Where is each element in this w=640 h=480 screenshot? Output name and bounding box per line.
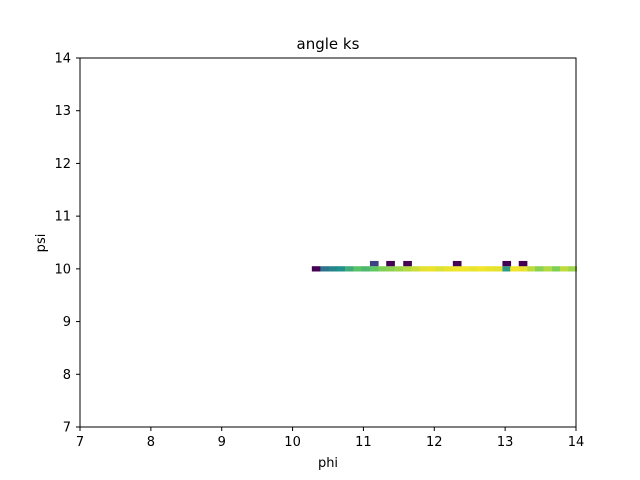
heatmap-cell — [369, 266, 379, 272]
y-tick-label: 10 — [54, 262, 71, 277]
heatmap-cell — [460, 266, 470, 272]
heatmap-cell — [403, 266, 412, 272]
heatmap-cell — [444, 266, 453, 272]
heatmap-cell — [320, 266, 329, 272]
y-axis-ticks: 7 8 9 10 11 12 13 14 — [54, 52, 80, 436]
chart-title: angle ks — [297, 35, 360, 53]
heatmap-cell — [386, 266, 395, 272]
y-tick-label: 11 — [54, 210, 71, 225]
heatmap-cell — [452, 266, 462, 272]
heatmap-cell — [386, 260, 395, 267]
y-axis-label: psi — [34, 234, 49, 253]
y-tick-label: 13 — [54, 104, 71, 119]
heatmap-cell — [452, 260, 462, 267]
heatmap-cell — [345, 266, 354, 272]
heatmap-cell — [552, 266, 561, 272]
x-tick-label: 14 — [568, 435, 585, 450]
heatmap-cell — [518, 260, 528, 267]
heatmap-cell — [419, 266, 429, 272]
x-tick-label: 12 — [426, 435, 443, 450]
heatmap-cell — [527, 266, 536, 272]
x-tick-label: 8 — [147, 435, 155, 450]
heatmap-cell — [502, 260, 512, 267]
heatmap-cell — [369, 260, 379, 267]
heatmap-cell — [361, 266, 371, 272]
heatmap-cell — [559, 266, 569, 272]
heatmap-cell — [543, 266, 553, 272]
heatmap-cell — [311, 266, 321, 272]
heatmap-cell — [411, 266, 420, 272]
heatmap-cells — [311, 260, 577, 272]
y-tick-label: 14 — [54, 52, 71, 67]
heatmap-cell — [378, 266, 388, 272]
heatmap-cell — [469, 266, 478, 272]
x-tick-label: 11 — [355, 435, 372, 450]
heatmap-cell — [394, 266, 404, 272]
heatmap-cell — [518, 266, 528, 272]
x-tick-label: 13 — [497, 435, 514, 450]
y-tick-label: 7 — [63, 421, 71, 436]
x-tick-label: 9 — [218, 435, 226, 450]
y-tick-label: 8 — [63, 368, 71, 383]
heatmap-cell — [353, 266, 363, 272]
y-tick-label: 12 — [54, 157, 71, 172]
heatmap-cell — [510, 266, 519, 272]
heatmap-cell — [535, 266, 544, 272]
x-axis-label: phi — [318, 456, 338, 471]
heatmap-cell — [502, 266, 512, 272]
heatmap-cell — [493, 266, 503, 272]
x-axis-ticks: 7 8 9 10 11 12 13 14 — [76, 427, 584, 450]
heatmap-cell — [477, 266, 487, 272]
heatmap-cell — [568, 266, 577, 272]
y-tick-label: 9 — [63, 315, 71, 330]
heatmap-cell — [328, 266, 338, 272]
heatmap-cell — [428, 266, 437, 272]
heatmap-cell — [403, 260, 412, 267]
heatmap-cell — [336, 266, 346, 272]
x-tick-label: 7 — [76, 435, 84, 450]
plot-frame — [79, 57, 577, 428]
heatmap-cell — [485, 266, 495, 272]
heatmap-cell — [435, 266, 445, 272]
x-tick-label: 10 — [284, 435, 301, 450]
